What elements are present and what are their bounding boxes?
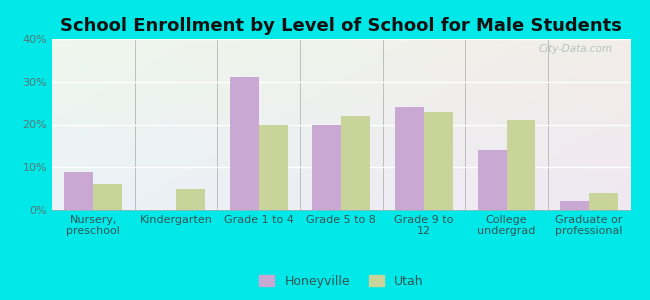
Bar [94, 184, 122, 210]
Bar [478, 150, 506, 210]
Bar [506, 120, 536, 210]
Bar [176, 189, 205, 210]
Bar [424, 112, 453, 210]
Bar [589, 193, 618, 210]
Bar [341, 116, 370, 210]
Bar [395, 107, 424, 210]
Text: City-Data.com: City-Data.com [539, 44, 613, 54]
Legend: Honeyville, Utah: Honeyville, Utah [254, 270, 428, 293]
Bar [64, 172, 94, 210]
Bar [229, 77, 259, 210]
Bar [560, 202, 589, 210]
Bar [259, 124, 287, 210]
Title: School Enrollment by Level of School for Male Students: School Enrollment by Level of School for… [60, 17, 622, 35]
Bar [312, 124, 341, 210]
